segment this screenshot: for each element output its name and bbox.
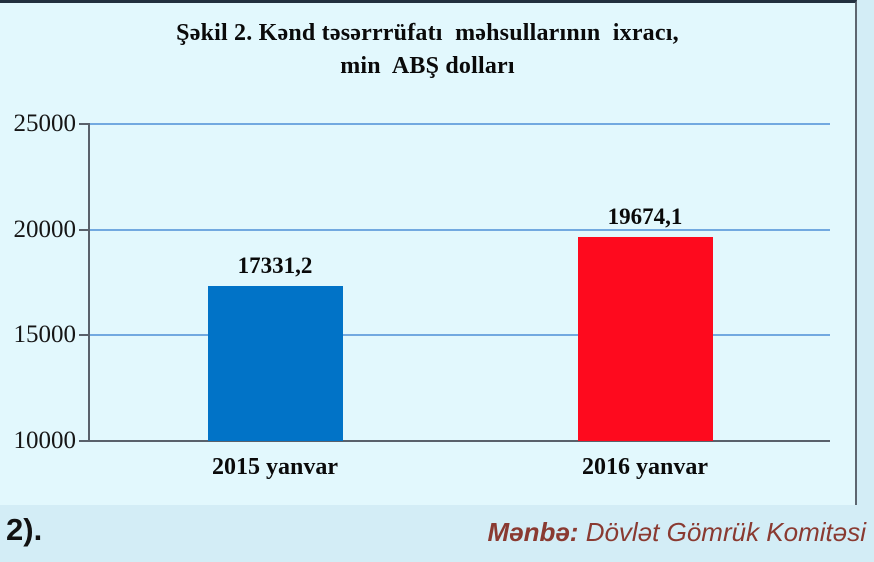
y-axis-tick (79, 440, 88, 442)
y-axis-tick (79, 228, 88, 231)
source-line: Mənbə: Dövlət Gömrük Komitəsi (487, 517, 866, 548)
bar-2016-yanvar (577, 236, 713, 441)
source-label: Mənbə: (487, 517, 579, 547)
gridline (90, 123, 830, 125)
y-axis-line (88, 123, 90, 442)
bar-2015-yanvar (207, 286, 343, 441)
bar-value-label: 17331,2 (237, 253, 313, 279)
y-axis-tick (79, 334, 88, 337)
plot-area: 25000 20000 15000 10000 17331,2 2015 yanvar 19… (0, 3, 855, 505)
bar-value-label: 19674,1 (607, 203, 683, 229)
chart-title-line2: min ABŞ dolları (340, 53, 515, 80)
source-text: Dövlət Gömrük Komitəsi (578, 517, 866, 547)
gridline (90, 228, 830, 231)
x-axis-line (88, 440, 830, 442)
chart-title-line1: Şəkil 2. Kənd təsərrrüfatı məhsullarının… (176, 20, 679, 46)
chart-figure: Şəkil 2. Kənd təsərrrüfatı məhsullarının… (0, 0, 857, 505)
y-tick-label: 10000 (13, 427, 77, 454)
y-tick-label: 20000 (13, 215, 77, 243)
gridline (90, 334, 830, 337)
y-tick-label: 25000 (13, 110, 77, 137)
x-axis-label: 2016 yanvar (582, 454, 708, 480)
x-axis-label: 2015 yanvar (212, 454, 338, 480)
footnote: 2). (6, 512, 43, 547)
y-axis-tick (79, 123, 88, 125)
chart-title: Şəkil 2. Kənd təsərrrüfatı məhsullarının… (0, 17, 855, 83)
y-tick-label: 15000 (13, 321, 77, 349)
